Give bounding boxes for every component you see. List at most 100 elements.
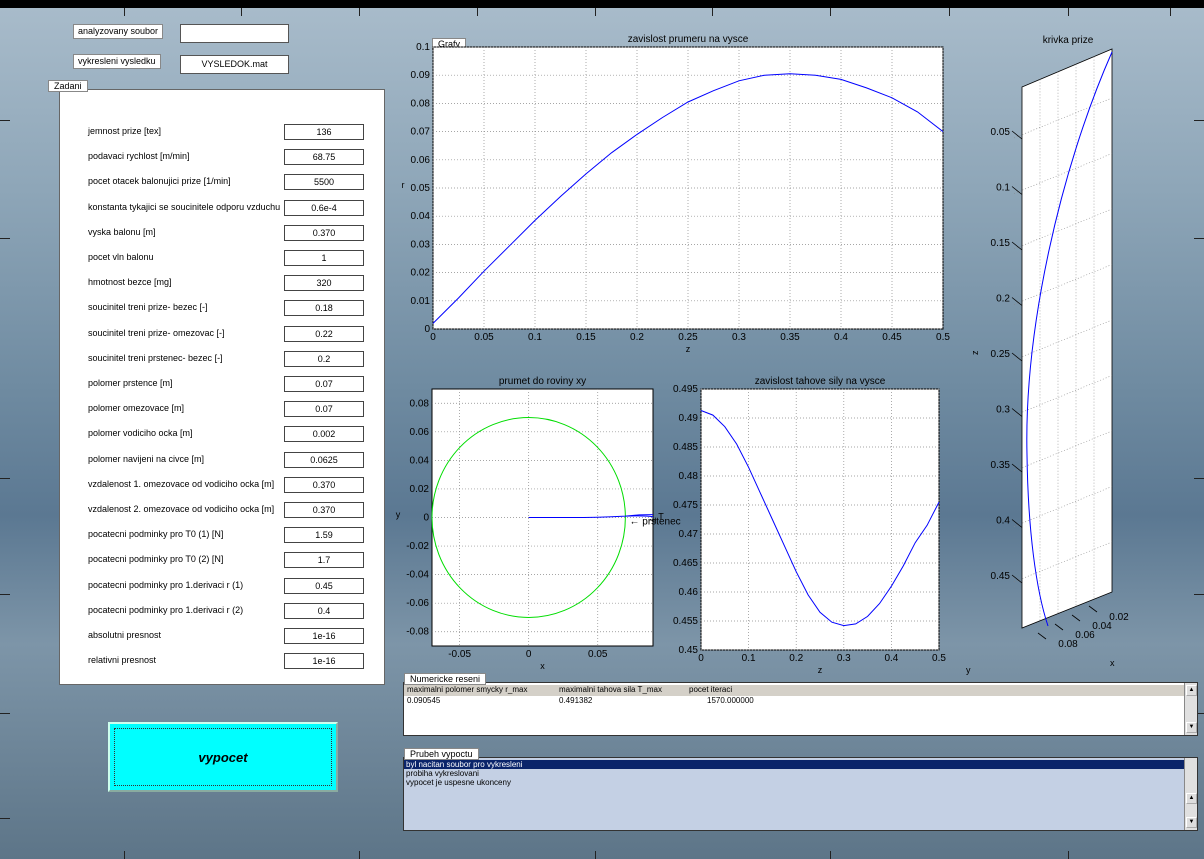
x-tick-label: 0.35: [780, 332, 800, 343]
header-iterations: pocet iteraci: [689, 685, 733, 694]
header-tmax: maximalni tahova sila T_max: [559, 685, 663, 694]
scroll-down-icon[interactable]: ▼: [1186, 722, 1197, 733]
param-input[interactable]: 320: [284, 275, 364, 292]
grid-line: [1013, 486, 1113, 527]
param-input[interactable]: 0.2: [284, 350, 364, 367]
yarn-3d-curve: [1026, 51, 1113, 627]
param-input[interactable]: 0.002: [284, 426, 364, 443]
param-input[interactable]: 0.07: [284, 401, 364, 418]
param-label: jemnost prize [tex]: [88, 126, 162, 136]
param-input[interactable]: 1e-16: [284, 653, 364, 670]
param-label: polomer omezovace [m]: [88, 403, 185, 414]
y-tick-label: 0.465: [673, 558, 698, 569]
numericke-tab[interactable]: Numericke reseni: [404, 673, 487, 685]
numericke-scrollbar[interactable]: ▲ ▼: [1184, 683, 1197, 735]
x-tick: [1054, 623, 1064, 631]
compute-button[interactable]: vypocet: [108, 722, 338, 792]
z-tick: [1011, 130, 1023, 140]
x-tick-label: 0.3: [732, 332, 746, 343]
chart-title: zavislost prumeru na vysce: [628, 34, 749, 45]
x-tick: [1088, 605, 1098, 613]
prubeh-tab[interactable]: Prubeh vypoctu: [404, 748, 479, 760]
chart-title: zavislost tahove sily na vysce: [755, 376, 886, 387]
y-tick-label: 0.01: [411, 296, 431, 307]
param-input[interactable]: 1.59: [284, 527, 364, 544]
param-input[interactable]: 0.22: [284, 325, 364, 342]
numericke-header-row: maximalni polomer smycky r_max maximalni…: [404, 685, 1185, 696]
x-tick-label: 0.5: [932, 653, 946, 664]
param-input[interactable]: 0.18: [284, 300, 364, 317]
plot-frame: [431, 388, 654, 647]
numericke-reseni-box: maximalni polomer smycky r_max maximalni…: [403, 682, 1198, 736]
param-input[interactable]: 136: [284, 124, 364, 140]
y-tick-label: 0.48: [679, 471, 699, 482]
param-input[interactable]: 0.45: [284, 577, 364, 594]
chart-title: krivka prize: [1043, 35, 1094, 46]
z-tick-label: 0.15: [991, 238, 1011, 249]
param-label: vyska balonu [m]: [88, 226, 156, 237]
log-item[interactable]: byl nacitan soubor pro vykresleni: [404, 760, 1185, 769]
y-tick-label: -0.06: [406, 598, 429, 609]
prubeh-vypoctu-list[interactable]: byl nacitan soubor pro vykresleni probiha…: [403, 757, 1198, 831]
y-tick-label: -0.04: [406, 570, 429, 581]
param-input[interactable]: 1: [284, 250, 364, 266]
param-label: pocet vln balonu: [88, 252, 154, 262]
z-tick: [1011, 574, 1023, 584]
param-input[interactable]: 0.370: [284, 502, 364, 518]
zadani-panel: jemnost prize [tex] 136 podavaci rychlost …: [59, 89, 385, 685]
param-input[interactable]: 0.6e-4: [284, 199, 364, 216]
y-tick-label: 0.06: [410, 427, 430, 438]
param-label: soucinitel treni prize- omezovac [-]: [88, 327, 225, 338]
z-tick-label: 0.35: [991, 460, 1011, 471]
y-tick-label: 0.495: [673, 384, 698, 395]
y-tick-label: -0.08: [406, 627, 429, 638]
scroll-up-icon[interactable]: ▲: [1186, 685, 1197, 696]
scroll-down-icon[interactable]: ▼: [1186, 817, 1197, 828]
param-input[interactable]: 1.7: [284, 552, 364, 569]
x-tick-label: 0.45: [882, 332, 902, 343]
y-tick-label: 0.05: [411, 183, 431, 194]
log-item[interactable]: probiha vykreslovani: [406, 769, 479, 778]
x-tick-label: 0.08: [1058, 639, 1078, 650]
z-tick-label: 0.45: [991, 571, 1011, 582]
zadani-tab[interactable]: Zadani: [48, 80, 88, 92]
numericke-value-row: 0.090545 0.491382 1570.000000: [404, 696, 1185, 707]
param-label: pocatecni podminky pro 1.derivaci r (1): [88, 579, 244, 590]
param-input[interactable]: 0.07: [284, 376, 364, 392]
x-tick-label: 0.05: [588, 649, 608, 660]
grafy-tab[interactable]: Grafy: [432, 38, 467, 50]
y-tick-label: 0.07: [411, 127, 431, 138]
x-tick-label: 0.4: [834, 332, 848, 343]
param-input[interactable]: 5500: [284, 174, 364, 191]
x-tick-label: 0.1: [742, 653, 756, 664]
param-input[interactable]: 0.0625: [284, 451, 364, 468]
y-tick-label: 0.47: [679, 529, 699, 540]
grid-line: [1013, 153, 1113, 194]
projection-curve: [528, 514, 654, 518]
z-tick: [1011, 463, 1023, 473]
x-tick-label: 0.02: [1109, 612, 1129, 623]
param-input[interactable]: 0.370: [284, 476, 364, 493]
param-label: pocatecni podminky pro 1.derivaci r (2): [88, 604, 244, 615]
z-tick: [1011, 352, 1023, 362]
param-input[interactable]: 1e-16: [284, 628, 364, 644]
log-item[interactable]: vypocet je uspesne ukonceny: [406, 778, 511, 787]
plot-result-input[interactable]: VYSLEDOK.mat: [180, 55, 289, 74]
x-tick-label: 0.05: [474, 332, 494, 343]
x-tick: [1037, 632, 1047, 640]
x-tick-label: 0: [526, 649, 532, 660]
y-tick-label: 0: [423, 513, 429, 524]
x-tick-label: 0.04: [1092, 621, 1112, 632]
param-input[interactable]: 0.370: [284, 224, 364, 241]
grid-line: [1013, 97, 1113, 139]
analyzed-file-input[interactable]: [180, 24, 289, 43]
y-tick-label: 0.46: [679, 587, 699, 598]
y-tick-label: 0.455: [673, 616, 698, 627]
prubeh-scrollbar[interactable]: ▲ ▼: [1184, 758, 1197, 830]
z-tick-label: 0.1: [996, 183, 1010, 194]
y-tick-label: 0.03: [411, 239, 431, 250]
window-top-edge: [0, 0, 1204, 8]
param-input[interactable]: 68.75: [284, 149, 364, 166]
scroll-up-icon[interactable]: ▲: [1186, 793, 1197, 804]
param-input[interactable]: 0.4: [284, 602, 364, 619]
